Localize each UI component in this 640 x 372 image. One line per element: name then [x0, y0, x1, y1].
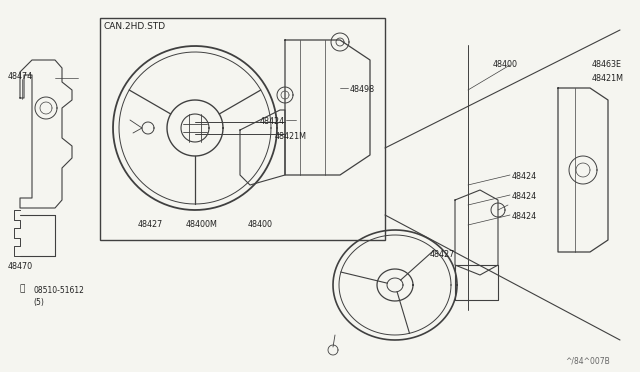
Text: 08510-51612: 08510-51612 [33, 286, 84, 295]
Text: 48421M: 48421M [275, 132, 307, 141]
Text: 48400: 48400 [493, 60, 518, 69]
Text: 48463E: 48463E [592, 60, 622, 69]
Text: 48427: 48427 [430, 250, 455, 259]
Bar [100, 18, 385, 240]
Text: 48424: 48424 [512, 212, 537, 221]
Text: Ⓢ: Ⓢ [20, 284, 26, 293]
Text: (5): (5) [33, 298, 44, 307]
Text: 48400: 48400 [248, 220, 273, 229]
Text: ^/84^007B: ^/84^007B [565, 356, 610, 365]
Text: 48400M: 48400M [186, 220, 218, 229]
Text: 48421M: 48421M [592, 74, 624, 83]
Text: CAN.2HD.STD: CAN.2HD.STD [104, 22, 166, 31]
Text: 48474: 48474 [8, 72, 33, 81]
Text: 48424: 48424 [512, 172, 537, 181]
Text: 48424: 48424 [260, 117, 285, 126]
Text: 48470: 48470 [8, 262, 33, 271]
Text: 48427: 48427 [138, 220, 163, 229]
Text: 48498: 48498 [350, 85, 375, 94]
Text: 48424: 48424 [512, 192, 537, 201]
